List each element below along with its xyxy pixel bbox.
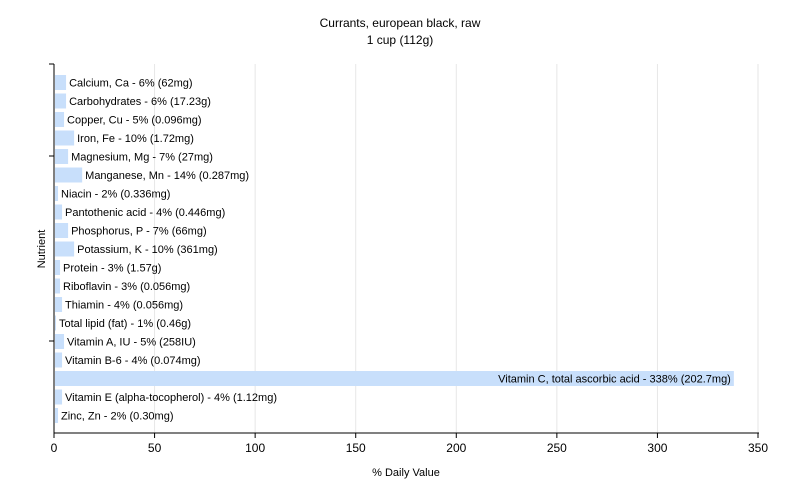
bar (55, 389, 63, 405)
x-tick-label: 100 (245, 441, 265, 455)
bar-label: Niacin - 2% (0.336mg) (61, 189, 170, 201)
x-tick-label: 200 (446, 441, 466, 455)
bar-label: Protein - 3% (1.57g) (63, 263, 161, 275)
bars (55, 75, 734, 423)
bar-label: Manganese, Mn - 14% (0.287mg) (85, 170, 249, 182)
bar (55, 204, 63, 220)
bar (55, 315, 57, 331)
bar-label: Phosphorus, P - 7% (66mg) (71, 226, 207, 238)
bar-label: Potassium, K - 10% (361mg) (77, 244, 218, 256)
bar-label: Vitamin E (alpha-tocopherol) - 4% (1.12m… (65, 392, 277, 404)
x-tick-label: 300 (647, 441, 667, 455)
bar (55, 371, 734, 386)
bar-label: Thiamin - 4% (0.056mg) (65, 300, 183, 312)
bar-label: Riboflavin - 3% (0.056mg) (63, 281, 190, 293)
bar (55, 260, 61, 275)
bar-label: Zinc, Zn - 2% (0.30mg) (61, 411, 173, 423)
bar (55, 167, 83, 183)
bar-label: Vitamin A, IU - 5% (258IU) (67, 337, 196, 349)
bar-label: Vitamin B-6 - 4% (0.074mg) (65, 355, 201, 367)
grid-lines (154, 64, 759, 433)
bar-label: Iron, Fe - 10% (1.72mg) (77, 133, 194, 145)
bar (55, 278, 61, 294)
bar (55, 297, 63, 312)
bar-label: Pantothenic acid - 4% (0.446mg) (65, 207, 225, 219)
axes: 0 50 100 150 200 250 300 350 (49, 63, 768, 455)
x-tick-label: 0 (51, 441, 58, 455)
x-tick-label: 250 (547, 441, 567, 455)
bar (55, 186, 59, 201)
x-tick-label: 50 (148, 441, 162, 455)
bar (55, 241, 75, 257)
bar-labels: Calcium, Ca - 6% (62mg) Carbohydrates - 6… (59, 78, 731, 423)
bar (55, 334, 65, 349)
y-axis-label: Nutrient (36, 230, 48, 269)
bar-label: Total lipid (fat) - 1% (0.46g) (59, 318, 191, 330)
bar-label: Carbohydrates - 6% (17.23g) (69, 96, 211, 108)
x-axis-label: % Daily Value (372, 467, 440, 479)
bar-label: Copper, Cu - 5% (0.096mg) (67, 115, 202, 127)
bar (55, 75, 67, 90)
x-tick-label: 150 (346, 441, 366, 455)
bar (55, 408, 59, 423)
bar (55, 112, 65, 127)
bar-label: Magnesium, Mg - 7% (27mg) (71, 152, 213, 164)
bar (55, 223, 69, 238)
chart-title: Currants, european black, raw (320, 16, 481, 30)
bar (55, 130, 75, 146)
x-tick-label: 350 (748, 441, 768, 455)
bar-label: Calcium, Ca - 6% (62mg) (69, 78, 192, 90)
bar-label: Vitamin C, total ascorbic acid - 338% (2… (498, 374, 731, 386)
bar (55, 149, 69, 164)
chart-subtitle: 1 cup (112g) (367, 33, 434, 47)
bar (55, 93, 67, 109)
bar (55, 352, 63, 368)
